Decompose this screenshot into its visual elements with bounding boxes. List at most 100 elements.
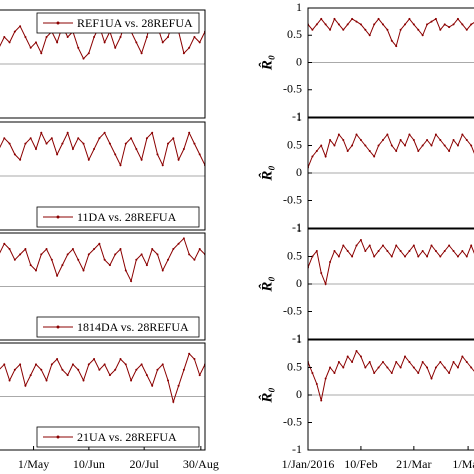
series-point (98, 137, 101, 140)
series-point (56, 358, 59, 361)
series-point (119, 248, 122, 251)
x-tick-label: 30/Aug (183, 457, 219, 471)
series-point (119, 358, 122, 361)
series-point (93, 248, 96, 251)
series-point (320, 17, 323, 20)
series-point (461, 133, 464, 136)
series-point (177, 158, 180, 161)
series-point (45, 142, 48, 145)
series-point (421, 361, 424, 363)
legend-marker (56, 21, 60, 25)
series-point (390, 255, 393, 258)
series-point (421, 144, 424, 147)
series-point (103, 363, 106, 366)
series-point (61, 264, 64, 267)
series-point (188, 253, 191, 256)
series-line (308, 350, 474, 401)
series-point (324, 283, 327, 285)
series-point (448, 150, 451, 152)
series-point (193, 258, 196, 261)
y-tick-label: -1 (292, 442, 302, 456)
series-point (50, 363, 53, 366)
series-point (135, 148, 138, 150)
legend-box (36, 426, 200, 448)
series-point (172, 137, 175, 140)
series-point (434, 133, 437, 136)
series-point (145, 264, 148, 267)
series-point (77, 258, 80, 261)
y-tick-label: 1 (296, 110, 302, 124)
series-point (395, 244, 398, 247)
series-point (61, 368, 64, 371)
series-point (395, 361, 398, 363)
series-point (167, 36, 170, 38)
y-tick-label: -0.5 (283, 303, 302, 317)
y-tick-label: -1 (292, 220, 302, 234)
series-point (161, 269, 164, 272)
y-tick-label: -1 (292, 331, 302, 345)
series-point (198, 41, 201, 44)
series-point (103, 131, 106, 134)
series-point (56, 274, 59, 277)
legend-box (36, 12, 200, 34)
series-point (324, 377, 327, 380)
series-point (193, 36, 196, 38)
series-point (130, 379, 133, 382)
series-point (342, 28, 345, 31)
series-point (404, 23, 407, 26)
series-point (82, 379, 85, 382)
series-point (172, 400, 175, 403)
series-point (311, 372, 314, 374)
series-point (161, 41, 164, 44)
series-point (417, 372, 420, 374)
series-point (130, 137, 133, 140)
series-point (87, 363, 90, 366)
series-point (98, 368, 101, 371)
series-point (390, 144, 393, 147)
series-point (103, 41, 106, 44)
panel (308, 350, 474, 402)
series-point (135, 41, 138, 44)
series-point (103, 258, 106, 261)
series-point (119, 36, 122, 38)
series-point (404, 144, 407, 147)
series-point (412, 139, 415, 141)
series-point (434, 250, 437, 252)
y-tick-label: -0.5 (283, 192, 302, 206)
series-point (182, 368, 185, 371)
y-axis-label: R̂₀ (258, 387, 275, 403)
series-point (439, 255, 442, 258)
series-point (145, 137, 148, 140)
series-point (417, 28, 420, 31)
series-line (308, 17, 474, 48)
series-point (461, 355, 464, 358)
series-point (412, 244, 415, 247)
series-point (333, 144, 336, 147)
series-point (3, 36, 6, 38)
series-point (346, 23, 349, 26)
series-point (390, 372, 393, 374)
series-point (381, 139, 384, 141)
series-point (151, 248, 154, 251)
panel (308, 239, 474, 286)
series-point (156, 153, 159, 156)
series-point (40, 131, 43, 134)
series-point (188, 131, 191, 134)
y-tick-label: -0.5 (283, 82, 302, 96)
series-point (351, 255, 354, 258)
series-point (373, 155, 376, 158)
series-point (346, 250, 349, 252)
series-point (66, 374, 69, 377)
series-point (161, 164, 164, 167)
series-point (368, 244, 371, 247)
legend-marker (56, 325, 60, 329)
series-point (399, 250, 402, 252)
series-point (452, 23, 455, 26)
series-point (337, 23, 340, 26)
series-point (19, 363, 22, 366)
series-point (452, 250, 455, 252)
series-point (71, 148, 74, 150)
series-point (456, 255, 459, 258)
series-point (40, 368, 43, 371)
series-point (161, 363, 164, 366)
